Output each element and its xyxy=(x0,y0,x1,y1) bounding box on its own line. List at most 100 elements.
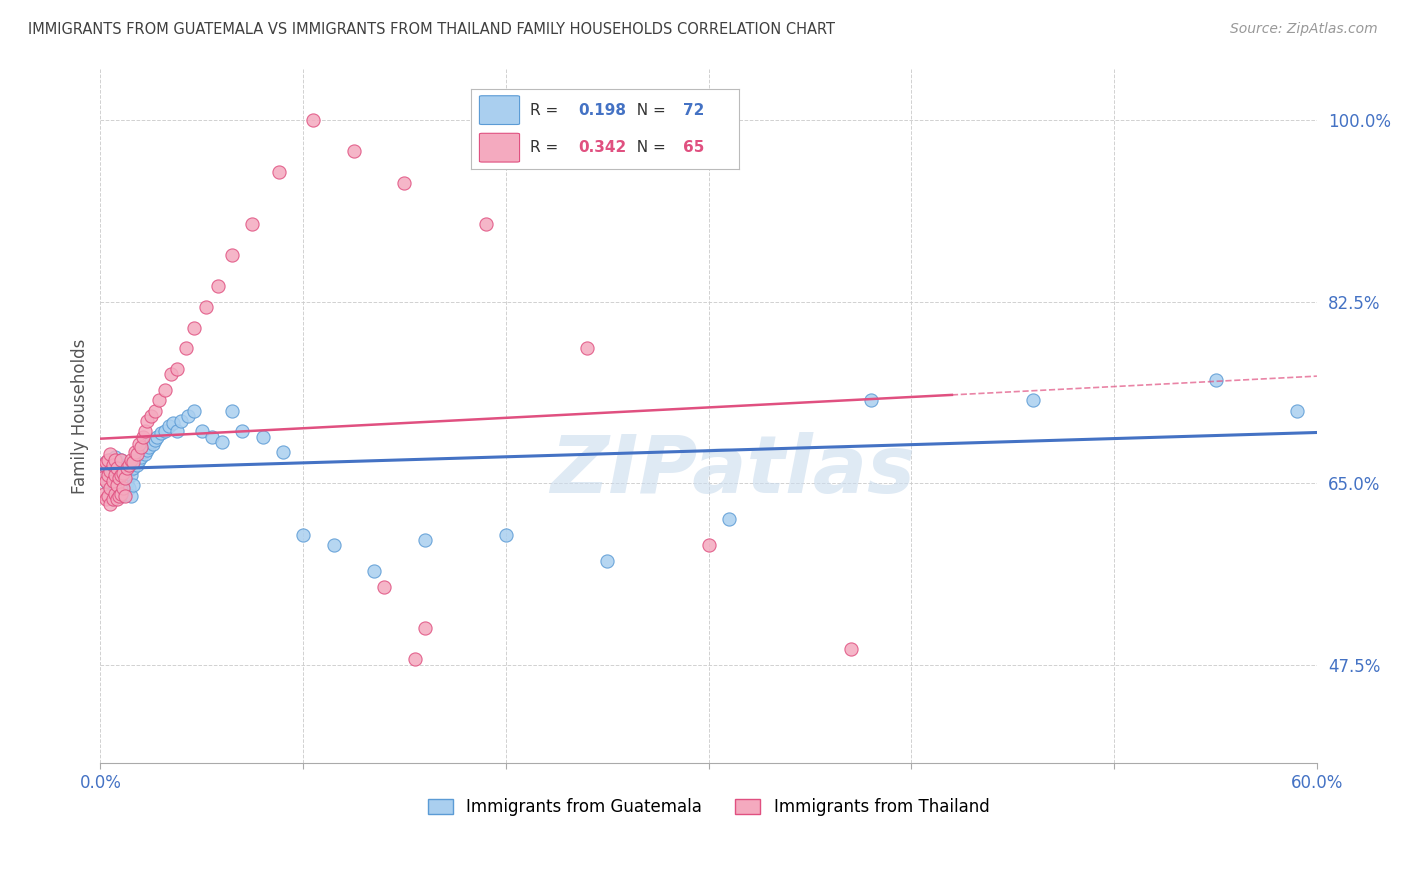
Point xyxy=(118,482,141,496)
Point xyxy=(107,489,129,503)
Point xyxy=(267,165,290,179)
Point xyxy=(115,458,138,472)
Point xyxy=(717,512,740,526)
Point xyxy=(107,464,129,478)
Point xyxy=(124,455,146,469)
Point xyxy=(120,453,142,467)
Point xyxy=(100,464,122,478)
Point xyxy=(134,425,156,439)
Point xyxy=(697,538,720,552)
Point xyxy=(134,447,156,461)
Point xyxy=(120,467,142,482)
Point xyxy=(115,476,138,491)
Point xyxy=(413,533,436,548)
Point xyxy=(107,482,129,496)
Point xyxy=(839,642,862,657)
Point xyxy=(183,403,205,417)
Point xyxy=(105,478,128,492)
Point xyxy=(373,580,395,594)
Point xyxy=(221,403,243,417)
Point xyxy=(97,478,120,492)
Point xyxy=(292,528,315,542)
Point xyxy=(124,445,146,459)
Point xyxy=(596,554,619,568)
Point xyxy=(101,476,124,491)
Point xyxy=(176,409,198,423)
Point xyxy=(132,445,155,459)
Point xyxy=(221,248,243,262)
Point xyxy=(136,443,159,458)
Point xyxy=(103,467,125,482)
Point xyxy=(93,466,115,480)
Point xyxy=(1022,393,1045,408)
Point xyxy=(132,429,155,443)
Text: IMMIGRANTS FROM GUATEMALA VS IMMIGRANTS FROM THAILAND FAMILY HOUSEHOLDS CORRELAT: IMMIGRANTS FROM GUATEMALA VS IMMIGRANTS … xyxy=(28,22,835,37)
Point xyxy=(103,466,125,480)
Point xyxy=(413,621,436,635)
Point xyxy=(343,145,366,159)
Point xyxy=(143,403,166,417)
Point xyxy=(322,538,344,552)
Point xyxy=(101,491,124,506)
Point xyxy=(190,425,212,439)
Point xyxy=(174,342,197,356)
Point xyxy=(183,320,205,334)
Point xyxy=(139,434,162,449)
Point xyxy=(93,458,115,472)
Point xyxy=(111,478,134,492)
Point xyxy=(201,429,224,443)
Point xyxy=(121,460,143,475)
Point xyxy=(111,482,134,496)
Point xyxy=(96,455,118,469)
Point xyxy=(105,489,128,503)
Point xyxy=(96,491,118,506)
Point xyxy=(207,279,229,293)
Point xyxy=(100,453,122,467)
Point xyxy=(105,455,128,469)
Point xyxy=(111,460,134,475)
Point xyxy=(148,393,170,408)
Point xyxy=(101,458,124,472)
Point xyxy=(231,425,253,439)
Point xyxy=(139,409,162,423)
Point xyxy=(143,433,166,447)
Point xyxy=(105,491,128,506)
Point xyxy=(100,497,122,511)
Point xyxy=(96,455,118,469)
Point xyxy=(96,474,118,488)
Point xyxy=(100,486,122,500)
Point xyxy=(105,471,128,485)
Point xyxy=(1285,403,1308,417)
Point xyxy=(100,447,122,461)
Point xyxy=(128,437,150,451)
Point xyxy=(155,425,177,439)
Point xyxy=(103,484,125,499)
Point xyxy=(1205,372,1227,386)
Point xyxy=(97,460,120,475)
Text: ZIPatlas: ZIPatlas xyxy=(551,433,915,510)
Y-axis label: Family Households: Family Households xyxy=(72,338,89,493)
Point xyxy=(194,300,217,314)
Point xyxy=(363,565,385,579)
Point xyxy=(211,434,233,449)
Point xyxy=(166,425,188,439)
Point xyxy=(100,482,122,496)
Point xyxy=(157,419,180,434)
Point xyxy=(103,486,125,500)
Point xyxy=(110,489,132,503)
Point xyxy=(114,471,136,485)
Point xyxy=(118,464,141,478)
Point xyxy=(97,467,120,482)
Point xyxy=(115,460,138,475)
Point xyxy=(114,489,136,503)
Point xyxy=(97,453,120,467)
Legend: Immigrants from Guatemala, Immigrants from Thailand: Immigrants from Guatemala, Immigrants fr… xyxy=(419,789,998,824)
Point xyxy=(105,460,128,475)
Point xyxy=(495,528,517,542)
Point xyxy=(121,478,143,492)
Point xyxy=(100,467,122,482)
Point xyxy=(302,113,325,128)
Point xyxy=(110,467,132,482)
Point xyxy=(136,414,159,428)
Point xyxy=(91,471,114,485)
